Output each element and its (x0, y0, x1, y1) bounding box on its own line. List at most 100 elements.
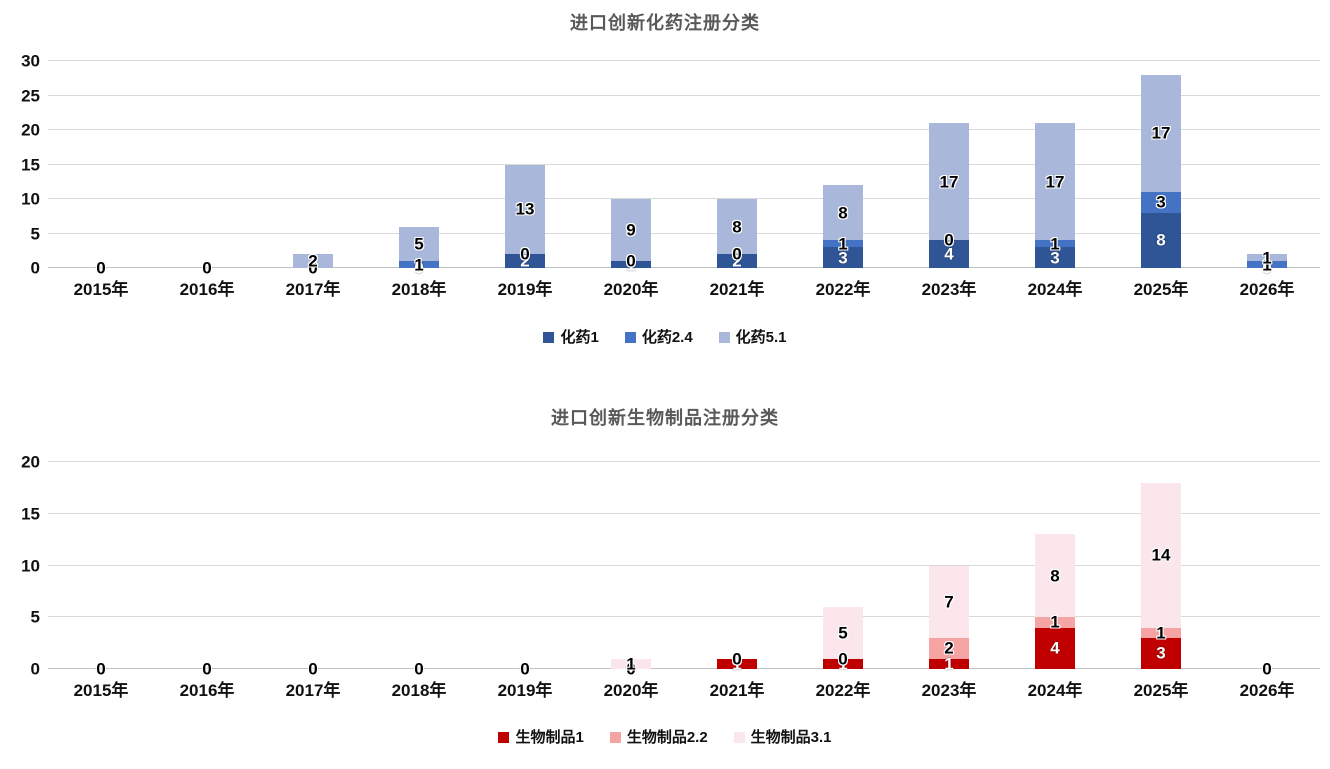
bar-segment (1035, 627, 1075, 669)
x-axis-label: 2026年 (1239, 280, 1295, 299)
plot-area-row: 0 5 10 15 20 25 30 0 0 0 0 0 0 0 0 2 0 1 5 2 0 13 1 0 9 2 0 8 3 1 8 4 0… (0, 53, 1330, 277)
y-axis: 0 5 10 15 20 (0, 454, 48, 678)
bar-value-label: 17 (1151, 123, 1171, 143)
bar-value-label: 0 (96, 659, 106, 679)
x-axis-label: 2018年 (391, 681, 447, 700)
bar-value-label: 4 (944, 244, 954, 264)
report-page: 进口创新化药注册分类 0 5 10 15 20 25 30 0 0 0 0 0 0 0 0 2 0 1 5 2 0 13… (0, 13, 1330, 747)
bar-value-label: 0 (838, 649, 848, 669)
bar-value-label: 1 (1050, 234, 1060, 254)
bar-value-label: 0 (1262, 659, 1272, 679)
bar-segment (823, 240, 863, 248)
bar-value-label: 3 (838, 248, 848, 268)
bar-value-label: 13 (515, 199, 535, 219)
category-slot: 4 0 17 (896, 61, 1002, 268)
bar-value-label: 0 (520, 659, 530, 679)
bar-slots: 0 0 0 0 0 0 0 0 2 0 1 5 2 0 13 1 0 9 2 0 8 3 1 8 4 0 17 3 1 17 8 3 17 0 1 1 (48, 61, 1320, 277)
x-axis-label: 2017年 (285, 280, 341, 299)
y-axis-tick-label: 15 (21, 155, 40, 174)
gridline (48, 512, 1320, 514)
bar-value-label: 0 (202, 258, 212, 278)
bar-value-label: 4 (1050, 638, 1060, 658)
legend-item: 化药5.1 (718, 330, 787, 345)
bar-segment (1035, 240, 1075, 248)
legend-label: 化药1 (560, 328, 599, 346)
bar-value-label: 0 (308, 659, 318, 679)
bar-value-label: 0 (732, 649, 742, 669)
bar-value-label: 8 (838, 203, 848, 223)
bar-value-label: 0 (308, 258, 318, 278)
x-axis: 2015年 2016年 2017年 2018年 2019年 2020年 2021年 2022年… (0, 680, 1330, 702)
gridline (48, 461, 1320, 462)
x-axis-labels: 2015年 2016年 2017年 2018年 2019年 2020年 2021年 2022年… (48, 279, 1320, 301)
legend-marker-icon (609, 731, 621, 743)
bar-value-label: 1 (732, 654, 742, 674)
x-axis-label: 2019年 (497, 681, 553, 700)
y-axis-tick-label: 10 (21, 556, 40, 575)
bar-value-label: 0 (732, 649, 742, 669)
bar-value-label: 3 (1156, 643, 1166, 663)
x-axis-label: 2025年 (1133, 681, 1189, 700)
category-slot: 3 1 17 (1002, 61, 1108, 268)
legend: 化药1 化药2.4 化药5.1 (0, 327, 1330, 347)
bar-value-label: 0 (96, 258, 106, 278)
legend-label: 生物制品2.2 (626, 728, 708, 746)
bar-segment (1247, 254, 1287, 262)
bar-value-label: 0 (520, 244, 530, 264)
bar-value-label: 2 (944, 638, 954, 658)
y-axis-tick-label: 5 (30, 607, 40, 627)
gridline (48, 129, 1320, 130)
gridline (48, 564, 1320, 566)
x-axis-label: 2023年 (921, 280, 977, 299)
y-axis-tick-label: 25 (21, 86, 40, 105)
bar-value-label: 0 (1262, 659, 1272, 679)
bar-segment (823, 606, 863, 659)
bar-value-label: 0 (414, 659, 424, 679)
x-axis-labels: 2015年 2016年 2017年 2018年 2019年 2020年 2021年 2022年… (48, 680, 1320, 702)
bar-value-label: 0 (520, 659, 530, 679)
bar-value-label: 0 (96, 258, 106, 278)
bar-value-label: 1 (838, 654, 848, 674)
bar-segment (1141, 212, 1181, 268)
gridline (48, 163, 1320, 165)
x-axis-label: 2016年 (179, 280, 235, 299)
bar-segment (1141, 192, 1181, 213)
bar-value-label: 1 (944, 654, 954, 674)
bar-segment (929, 123, 969, 241)
plot-area: 0 0 0 0 0 0 0 0 0 0 0 0 0 0 0 0 0 1 1 0 0 1 0 5 1 2 7 4 1 8 3 1 14 0 0 0 (48, 461, 1320, 678)
bar-segment (1141, 74, 1181, 193)
bar-value-label: 3 (1050, 248, 1060, 268)
x-axis-label: 2020年 (603, 681, 659, 700)
legend-item: 生物制品2.2 (609, 728, 708, 746)
y-axis-tick-label: 5 (30, 224, 40, 243)
plot-area: 0 0 0 0 0 0 0 0 2 0 1 5 2 0 13 1 0 9 2 0 8 3 1 8 4 0 17 3 1 17 8 3 17 0 1 1 (48, 60, 1320, 277)
bar-segment (611, 658, 651, 669)
bar-value-label: 0 (520, 659, 530, 679)
y-axis-tick-label: 0 (30, 659, 40, 679)
bar-value-label: 1 (1156, 623, 1166, 643)
bar-segment (611, 199, 651, 262)
gridline (48, 60, 1320, 61)
legend: 生物制品1 生物制品2.2 生物制品3.1 (0, 727, 1330, 747)
x-axis-label: 2022年 (815, 681, 871, 700)
gridline (48, 668, 1320, 669)
bar-segment (1141, 482, 1181, 628)
gridline (48, 267, 1320, 268)
x-axis-label: 2019年 (497, 280, 553, 299)
